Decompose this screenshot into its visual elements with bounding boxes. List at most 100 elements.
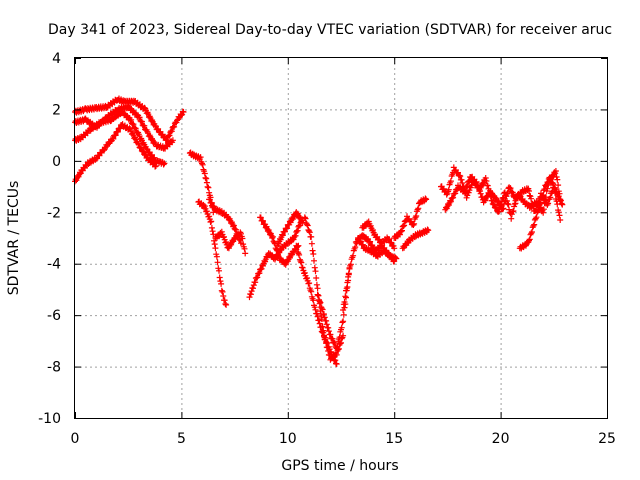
data-point [341,299,348,305]
data-point [445,186,452,193]
data-point [269,235,276,241]
data-point [466,177,473,184]
data-point [529,229,535,235]
data-point [552,168,559,174]
data-point [216,267,222,274]
data-point [166,132,173,139]
data-point [323,321,330,328]
data-point [415,205,422,212]
x-tick-label: 25 [598,431,616,447]
data-point [493,195,500,202]
data-point [506,206,513,213]
data-point [484,182,491,189]
data-point [211,241,218,248]
data-point [331,340,338,347]
data-point [304,275,310,281]
data-point [342,293,349,300]
data-point [526,192,533,199]
data-point [530,203,537,210]
data-point [206,213,213,220]
data-point [296,251,303,258]
data-point [528,200,535,207]
data-point [545,200,552,207]
data-point [161,160,168,167]
data-point [388,239,395,246]
data-point [306,229,313,236]
data-point [223,239,230,245]
data-point [558,200,565,207]
data-point [171,123,178,130]
data-point [413,213,420,219]
data-point [329,335,336,342]
data-point [338,324,345,331]
data-point [477,190,484,197]
data-point [340,311,347,318]
x-tick-label: 5 [177,431,186,447]
data-point [508,215,515,222]
data-point [489,197,496,204]
data-point [339,319,346,326]
data-point [452,190,459,197]
data-point [197,154,204,161]
data-point [554,176,561,183]
data-point [423,196,430,203]
data-point [312,268,319,275]
data-marks [72,95,566,367]
data-point [557,196,564,203]
data-point [247,291,254,298]
data-point [206,196,213,203]
data-point [386,236,393,243]
data-point [316,298,323,305]
data-point [180,109,187,115]
data-point [447,178,454,185]
data-point [318,305,325,312]
y-tick-label: 4 [52,51,61,67]
data-point [296,222,303,229]
data-point [367,238,374,245]
data-point [357,238,364,245]
data-point [464,183,471,189]
data-point [313,275,320,281]
data-point [221,297,228,304]
data-point [325,324,332,331]
data-point [242,250,249,257]
data-point [352,244,359,251]
data-point [308,240,315,247]
data-point [555,209,562,216]
x-axis-label: GPS time / hours [281,458,398,474]
data-point [333,361,340,367]
data-point [311,264,318,271]
data-point [450,194,457,201]
data-point [135,141,142,148]
data-point [310,297,317,304]
y-tick-label: -8 [47,360,61,376]
data-point [140,148,147,155]
data-point [246,294,253,301]
data-point [477,188,483,194]
data-point [294,227,301,234]
data-point [399,227,405,234]
data-point [422,195,429,202]
data-point [475,184,482,191]
data-point [314,285,321,292]
x-tick-label: 0 [71,431,80,447]
y-tick-labels: 4 2 0 -2 -4 -6 -8 -10 [38,51,61,427]
data-point [138,118,145,125]
data-point [279,232,286,239]
data-point [269,233,276,240]
y-tick-label: -2 [47,205,61,221]
data-point [274,252,281,259]
data-point [528,230,535,237]
data-point [412,214,419,221]
data-point [313,310,320,317]
data-point [533,214,540,221]
data-point [482,175,489,181]
data-point [294,244,300,251]
data-point [199,160,205,167]
data-point [369,242,376,249]
data-point [505,201,512,208]
data-point [410,222,417,228]
data-point [169,137,176,144]
data-point [206,189,213,196]
